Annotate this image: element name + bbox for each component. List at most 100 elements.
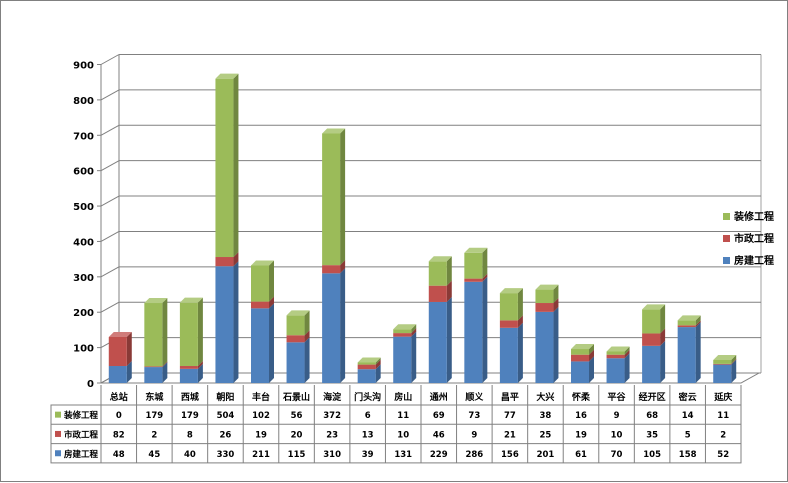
bar-segment-side bbox=[624, 353, 630, 383]
table-cell-value: 48 bbox=[113, 450, 125, 460]
bar-segment bbox=[251, 265, 269, 302]
table-row-label: 市政工程 bbox=[64, 429, 99, 440]
bar-segment-side bbox=[375, 364, 381, 383]
bar-segment bbox=[499, 293, 518, 321]
bar-segment bbox=[393, 329, 412, 334]
bar-segment bbox=[144, 367, 163, 383]
y-tick-label: 200 bbox=[73, 308, 94, 319]
bar-segment-side bbox=[304, 330, 310, 343]
bar-segment-side bbox=[411, 324, 417, 334]
gridline-depth bbox=[100, 89, 120, 101]
bar-top bbox=[286, 310, 310, 316]
x-category-label: 延庆 bbox=[713, 391, 732, 403]
table-cell-value: 52 bbox=[717, 450, 729, 460]
table-cell-value: 11 bbox=[397, 411, 409, 421]
table-cell-value: 73 bbox=[468, 411, 480, 421]
bar-segment-side bbox=[589, 349, 594, 362]
table-cell-value: 45 bbox=[148, 450, 160, 460]
bar-segment-side bbox=[233, 252, 239, 267]
gridline-depth bbox=[100, 160, 120, 172]
x-category-label: 平谷 bbox=[608, 391, 627, 403]
y-tick-label: 400 bbox=[73, 237, 94, 248]
table-legend-swatch bbox=[55, 430, 61, 437]
bar-segment bbox=[428, 285, 447, 302]
bar-segment bbox=[179, 368, 198, 383]
table-cell-value: 8 bbox=[187, 430, 193, 440]
table-cell-value: 11 bbox=[717, 411, 729, 421]
y-tick-label: 100 bbox=[73, 344, 94, 355]
bar-top bbox=[357, 357, 381, 363]
x-category-label: 昌平 bbox=[501, 392, 519, 403]
bar-segment-side bbox=[162, 361, 168, 368]
table-cell-value: 82 bbox=[113, 430, 125, 440]
bar-segment-side bbox=[695, 320, 701, 328]
table-cell-value: 38 bbox=[540, 411, 552, 421]
table-cell-value: 10 bbox=[397, 430, 409, 440]
table-cell-value: 2 bbox=[720, 430, 726, 440]
bar-top bbox=[251, 260, 274, 266]
bar-segment-side bbox=[624, 349, 630, 359]
bar-segment-side bbox=[695, 322, 701, 383]
bar-top bbox=[464, 247, 488, 253]
bar-segment bbox=[499, 327, 518, 383]
bar-segment bbox=[535, 289, 554, 304]
table-cell-value: 9 bbox=[471, 430, 477, 440]
table-cell-value: 9 bbox=[614, 411, 620, 421]
table-cell-value: 6 bbox=[365, 411, 371, 421]
bar-segment-side bbox=[411, 328, 417, 337]
table-cell-value: 61 bbox=[575, 450, 587, 460]
table-cell-value: 105 bbox=[643, 450, 661, 460]
bar-segment bbox=[642, 309, 661, 334]
bar-segment bbox=[322, 265, 341, 274]
bar-segment bbox=[571, 354, 589, 362]
y-tick-label: 800 bbox=[73, 96, 94, 107]
bar-top bbox=[677, 315, 701, 321]
bar-segment bbox=[215, 78, 234, 258]
table-cell-value: 179 bbox=[181, 411, 199, 421]
bar-segment-side bbox=[589, 344, 594, 355]
bar-segment-side bbox=[269, 303, 274, 383]
bar-segment bbox=[357, 362, 376, 365]
bar-segment-side bbox=[269, 260, 274, 302]
bars bbox=[108, 73, 737, 383]
table-cell-value: 46 bbox=[433, 430, 445, 440]
y-tick-label: 700 bbox=[73, 131, 94, 142]
table-cell-value: 229 bbox=[430, 450, 448, 460]
y-axis: 0 100 200 300 400 500 600 700 800 900 bbox=[73, 61, 101, 390]
bar-segment bbox=[286, 335, 305, 343]
bar-segment-side bbox=[197, 363, 203, 383]
bar-segment bbox=[357, 364, 376, 370]
table-cell-value: 19 bbox=[575, 430, 587, 440]
bar-segment bbox=[428, 261, 447, 286]
x-category-label: 大兴 bbox=[536, 391, 554, 403]
table-cell-value: 35 bbox=[646, 430, 658, 440]
y-tick-label: 500 bbox=[73, 202, 94, 213]
table-cell-value: 10 bbox=[611, 430, 623, 440]
bar-top bbox=[571, 344, 594, 350]
bar-top bbox=[499, 288, 523, 294]
y-tick-label: 900 bbox=[73, 61, 94, 72]
table-legend-swatch bbox=[55, 450, 61, 457]
bar-top bbox=[535, 284, 559, 290]
bar-segment bbox=[322, 133, 341, 266]
bar-segment-side bbox=[624, 346, 630, 355]
bar-segment bbox=[357, 369, 376, 383]
x-category-label: 丰台 bbox=[252, 391, 270, 403]
bar-segment bbox=[251, 301, 269, 309]
bar-segment-side bbox=[482, 276, 488, 383]
legend-label: 房建工程 bbox=[734, 254, 774, 267]
bar-segment-side bbox=[517, 315, 523, 328]
table-cell-value: 131 bbox=[394, 450, 412, 460]
bar-segment bbox=[606, 351, 625, 355]
bar-segment-side bbox=[517, 288, 523, 321]
bar-segment-side bbox=[126, 331, 132, 367]
bar-segment bbox=[571, 361, 589, 383]
legend-swatch bbox=[723, 257, 730, 264]
table-cell-value: 68 bbox=[646, 411, 658, 421]
table-row-label: 房建工程 bbox=[64, 449, 99, 460]
bar-segment bbox=[144, 303, 163, 367]
bar-segment-side bbox=[660, 304, 666, 334]
bar-segment bbox=[464, 281, 483, 383]
bar-segment bbox=[713, 363, 732, 365]
